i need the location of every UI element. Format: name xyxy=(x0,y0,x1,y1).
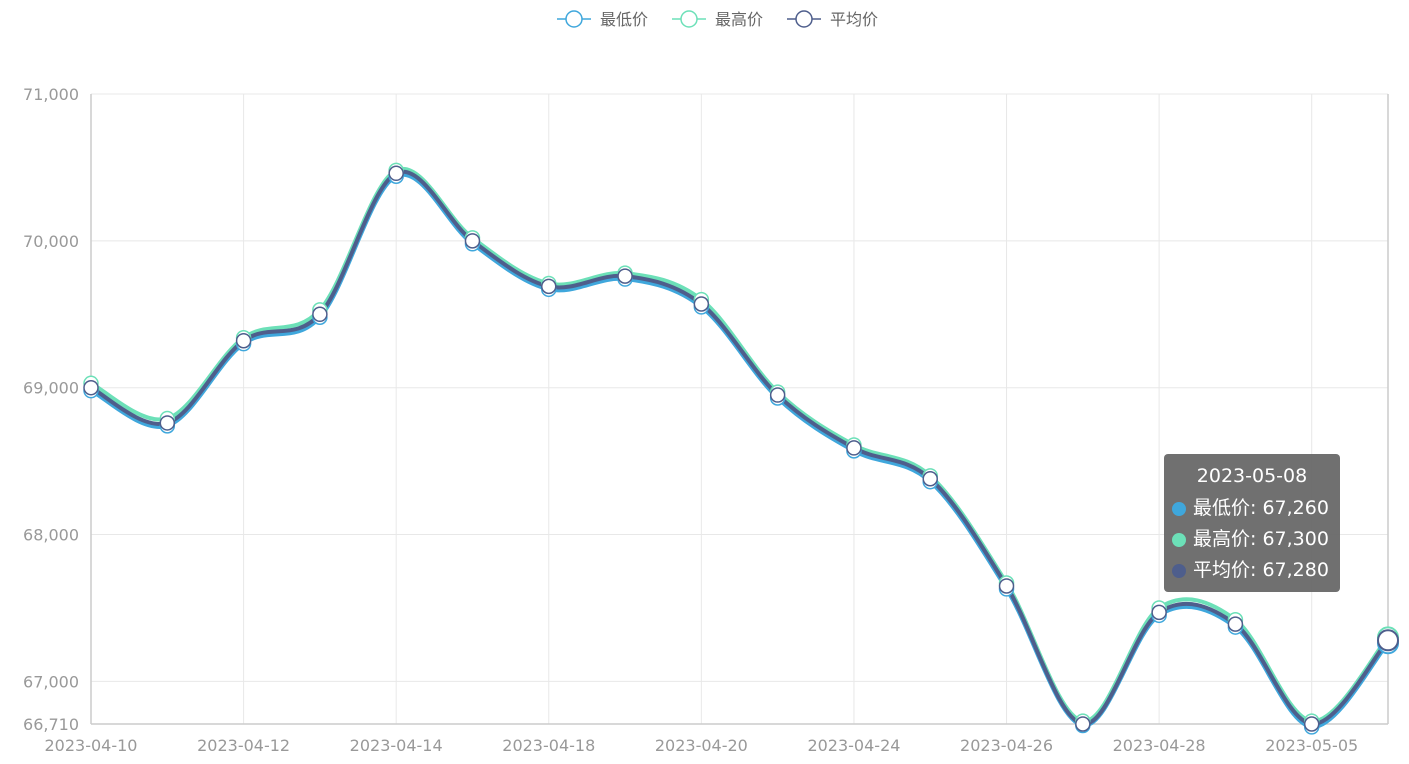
series-lines xyxy=(90,166,1390,729)
point-avg xyxy=(159,415,176,431)
legend-item-avg: 平均价 xyxy=(787,10,878,29)
y-tick-label: 71,000 xyxy=(23,85,79,104)
tooltip-dot-max xyxy=(1172,532,1186,547)
y-tick-label: 67,000 xyxy=(23,672,79,691)
tooltip-dot-avg xyxy=(1172,563,1186,578)
legend-label: 最高价 xyxy=(715,10,763,29)
point-avg xyxy=(541,278,557,295)
x-tick-label: 2023-05-05 xyxy=(1265,736,1358,755)
x-tick-label: 2023-04-18 xyxy=(502,736,595,755)
x-tick-label: 2023-04-14 xyxy=(350,736,443,755)
tooltip-row-max: 最高价: 67,300 xyxy=(1172,524,1332,555)
series-line-min xyxy=(90,172,1390,729)
legend-marker xyxy=(795,10,813,28)
y-tick-label: 68,000 xyxy=(23,526,79,545)
legend: 最低价 最高价 平均价 xyxy=(557,10,878,29)
tooltip-label-min: 最低价: 67,260 xyxy=(1193,497,1329,519)
tooltip-row-avg: 平均价: 67,280 xyxy=(1172,555,1332,586)
legend-item-min: 最低价 xyxy=(557,10,648,29)
point-avg xyxy=(312,306,328,323)
y-tick-label: 66,710 xyxy=(23,715,79,734)
tooltip-dot-min xyxy=(1172,501,1186,516)
legend-label: 平均价 xyxy=(830,10,878,29)
x-tick-label: 2023-04-26 xyxy=(960,736,1053,755)
y-tick-label: 70,000 xyxy=(23,232,79,251)
legend-label: 最低价 xyxy=(600,10,648,29)
point-avg xyxy=(464,233,481,249)
y-tick-label: 69,000 xyxy=(23,379,79,398)
tooltip-label-avg: 平均价: 67,280 xyxy=(1193,559,1329,581)
series-line-avg xyxy=(90,169,1390,726)
grid-lines xyxy=(91,93,1388,724)
point-avg xyxy=(922,471,938,487)
point-avg xyxy=(1075,716,1091,732)
tooltip: 2023-05-08 最低价: 67,260 最高价: 67,300 平均价: … xyxy=(1164,454,1340,592)
legend-marker xyxy=(680,10,698,28)
tooltip-title: 2023-05-08 xyxy=(1196,465,1308,487)
x-tick-label: 2023-04-12 xyxy=(197,736,290,755)
axes: 66,710 67,000 68,000 69,000 70,000 71,000 2023… xyxy=(23,85,1389,755)
x-tick-label: 2023-04-10 xyxy=(45,736,138,755)
point-avg xyxy=(1227,616,1244,632)
x-tick-label: 2023-04-28 xyxy=(1113,736,1206,755)
data-points xyxy=(83,162,1399,735)
point-avg xyxy=(998,578,1015,594)
point-avg xyxy=(846,440,862,456)
point-avg xyxy=(1377,629,1399,652)
point-avg xyxy=(1303,716,1320,732)
series-line-max xyxy=(90,166,1390,724)
legend-item-max: 最高价 xyxy=(672,10,763,29)
x-tick-label: 2023-04-24 xyxy=(807,736,900,755)
tooltip-label-max: 最高价: 67,300 xyxy=(1193,528,1329,550)
point-avg xyxy=(693,296,710,312)
tooltip-row-min: 最低价: 67,260 xyxy=(1172,493,1332,524)
point-avg xyxy=(235,332,252,349)
point-avg xyxy=(1151,604,1167,621)
point-avg xyxy=(617,268,633,284)
point-avg xyxy=(83,379,99,396)
point-avg xyxy=(769,387,786,403)
point-avg xyxy=(388,165,404,182)
legend-marker xyxy=(565,10,583,28)
x-tick-label: 2023-04-20 xyxy=(655,736,748,755)
